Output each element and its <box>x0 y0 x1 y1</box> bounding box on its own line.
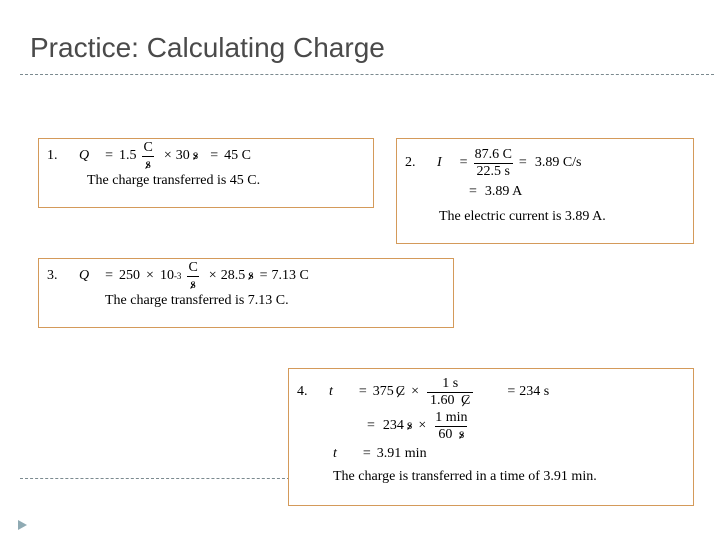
result: 234 s <box>519 384 549 400</box>
times: × <box>411 384 419 400</box>
equals: = <box>105 148 113 164</box>
unit-cancelled: s <box>248 268 253 284</box>
variable: I <box>437 155 442 171</box>
result: 45 C <box>224 148 251 164</box>
result: 3.89 A <box>485 184 522 200</box>
variable: t <box>333 446 337 462</box>
value: 375 <box>373 384 394 400</box>
exp-base: 10 <box>160 268 174 284</box>
fraction-denominator-value: 60 <box>438 427 452 442</box>
value: 1.5 <box>119 148 137 164</box>
unit-cancelled: s <box>407 418 412 434</box>
result: 3.89 C/s <box>535 155 582 171</box>
unit-cancelled: s <box>193 148 198 164</box>
problem-number: 1. <box>47 148 69 164</box>
unit-denominator-cancelled: s <box>190 278 195 292</box>
equals: = <box>260 268 268 284</box>
problem-3: 3. Q = 250 × 10-3 C s × 28.5 s = 7.13 C … <box>38 258 454 328</box>
statement: The electric current is 3.89 A. <box>439 209 685 225</box>
problem-number: 2. <box>405 155 427 171</box>
fraction-denominator: 22.5 s <box>474 163 513 179</box>
divider-top <box>20 74 714 75</box>
fraction: 1 min 60 s <box>432 411 470 442</box>
divider-bottom <box>20 478 290 479</box>
value: 234 <box>383 418 404 434</box>
times: × <box>209 268 217 284</box>
fraction-numerator: 1 min <box>432 411 470 426</box>
equals: = <box>363 446 371 462</box>
value: 28.5 <box>221 268 246 284</box>
value: 250 <box>119 268 140 284</box>
equals: = <box>519 155 527 171</box>
unit-numerator: C <box>185 261 200 276</box>
fraction: 87.6 C 22.5 s <box>472 148 515 179</box>
problem-number: 4. <box>297 384 319 400</box>
times: × <box>146 268 154 284</box>
exp-sup: -3 <box>174 271 182 281</box>
unit-numerator: C <box>141 141 156 156</box>
equals: = <box>507 384 515 400</box>
equals: = <box>367 418 375 434</box>
statement: The charge transferred is 7.13 C. <box>105 293 445 309</box>
unit-cancelled: C <box>461 394 470 408</box>
result: 7.13 C <box>272 268 309 284</box>
page-title: Practice: Calculating Charge <box>30 32 385 64</box>
unit-fraction: C s <box>141 141 156 172</box>
unit-cancelled: s <box>459 428 464 442</box>
fraction-numerator: 87.6 C <box>472 148 515 163</box>
fraction: 1 s 1.60 C <box>427 377 473 408</box>
times: × <box>418 418 426 434</box>
variable: t <box>329 384 333 400</box>
variable: Q <box>79 148 89 164</box>
unit-fraction: C s <box>185 261 200 292</box>
value: 30 <box>176 148 190 164</box>
problem-4: 4. t = 375 C × 1 s 1.60 C = 234 s = 234 … <box>288 368 694 506</box>
problem-1: 1. Q = 1.5 C s × 30 s = 45 C The charge … <box>38 138 374 208</box>
equals: = <box>460 155 468 171</box>
equals: = <box>469 184 477 200</box>
statement: The charge transferred is 45 C. <box>87 173 365 189</box>
unit-cancelled: C <box>396 384 405 400</box>
unit-denominator-cancelled: s <box>145 158 150 172</box>
fraction-numerator: 1 s <box>439 377 461 392</box>
times: × <box>164 148 172 164</box>
problem-number: 3. <box>47 268 69 284</box>
variable: Q <box>79 268 89 284</box>
equals: = <box>210 148 218 164</box>
equals: = <box>359 384 367 400</box>
result: 3.91 min <box>377 446 427 462</box>
equals: = <box>105 268 113 284</box>
problem-2: 2. I = 87.6 C 22.5 s = 3.89 C/s = 3.89 A… <box>396 138 694 244</box>
statement: The charge is transferred in a time of 3… <box>333 469 685 485</box>
bullet-marker-icon <box>18 520 27 530</box>
fraction-denominator-value: 1.60 <box>430 393 455 408</box>
